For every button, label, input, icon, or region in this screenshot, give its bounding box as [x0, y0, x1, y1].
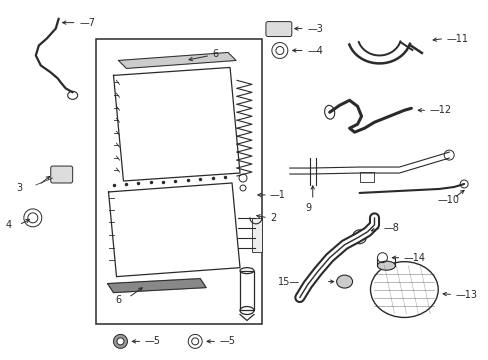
Text: —4: —4	[307, 45, 323, 55]
Bar	[359, 172, 373, 182]
Text: —12: —12	[428, 105, 450, 115]
Text: 15—: 15—	[277, 276, 299, 287]
Text: —13: —13	[454, 289, 476, 300]
Text: 9: 9	[305, 203, 311, 213]
Text: —8: —8	[383, 223, 399, 233]
Polygon shape	[107, 279, 206, 293]
Text: —10: —10	[436, 195, 458, 205]
Text: —3: —3	[307, 24, 323, 33]
FancyBboxPatch shape	[51, 166, 73, 183]
Text: —14: —14	[403, 253, 425, 263]
Text: —7: —7	[80, 18, 96, 28]
Text: —5: —5	[219, 336, 235, 346]
Polygon shape	[118, 53, 236, 68]
Ellipse shape	[336, 275, 352, 288]
Bar	[251, 218, 262, 252]
Text: 6: 6	[212, 49, 218, 59]
Text: 3: 3	[16, 183, 22, 193]
Text: —1: —1	[269, 190, 285, 200]
Text: 4: 4	[6, 220, 12, 230]
Bar	[95, 39, 262, 324]
Text: 2: 2	[269, 213, 276, 223]
Ellipse shape	[377, 261, 395, 270]
Text: 6: 6	[115, 294, 122, 305]
Bar	[240, 271, 253, 310]
Text: —11: —11	[446, 33, 468, 44]
FancyBboxPatch shape	[265, 22, 291, 37]
Text: —5: —5	[144, 336, 160, 346]
